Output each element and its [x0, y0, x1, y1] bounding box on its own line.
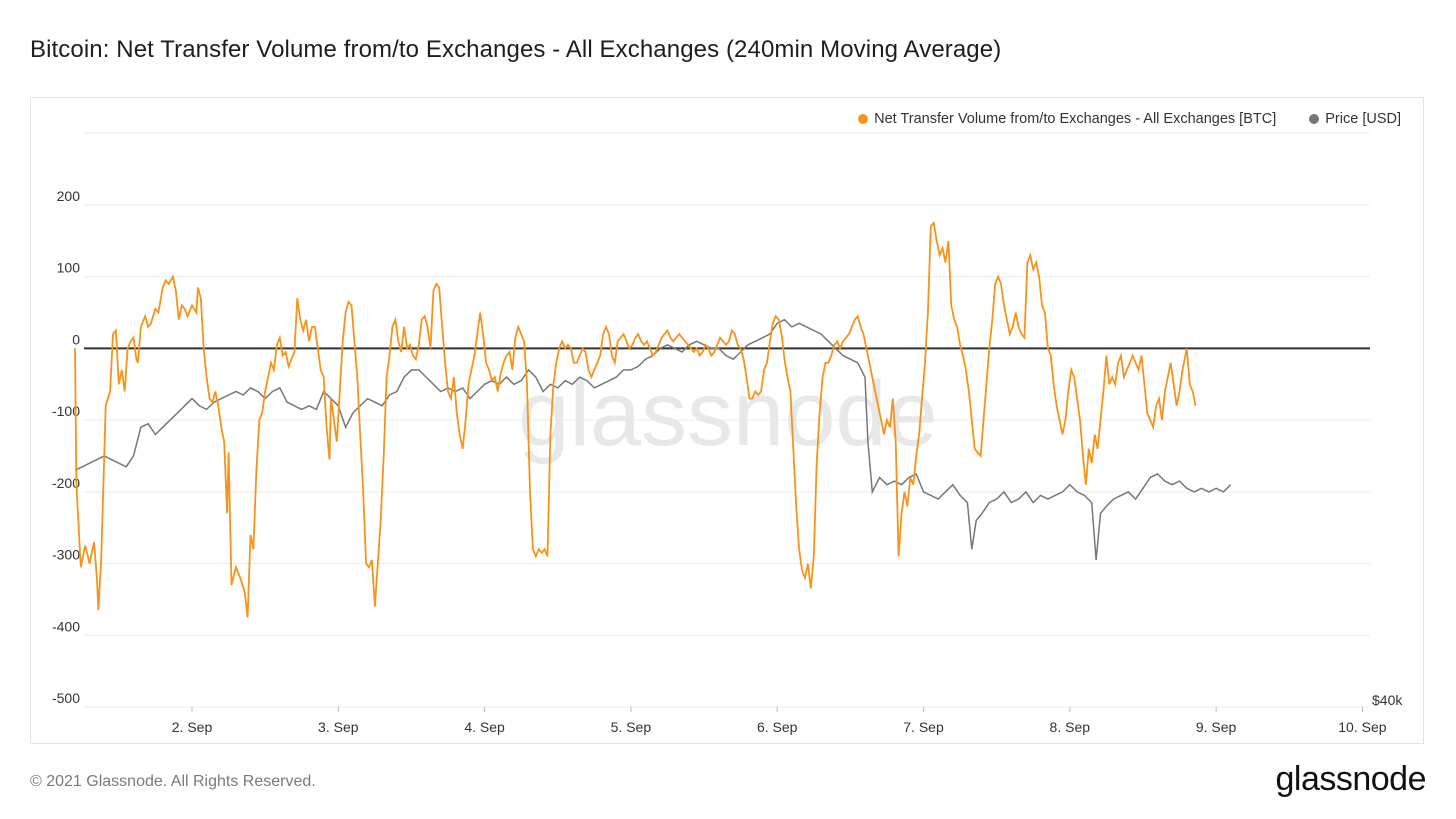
x-tick-label: 7. Sep	[903, 719, 944, 735]
y-tick-label: -100	[52, 403, 80, 419]
x-tick-label: 10. Sep	[1338, 719, 1386, 735]
x-tick-label: 5. Sep	[611, 719, 652, 735]
series-net-transfer-line	[74, 220, 1197, 618]
x-tick-label: 6. Sep	[757, 719, 798, 735]
x-tick-label: 9. Sep	[1196, 719, 1237, 735]
legend-label-net-transfer: Net Transfer Volume from/to Exchanges - …	[874, 111, 1277, 127]
legend-dot-price-icon	[1309, 114, 1320, 124]
copyright-footer: © 2021 Glassnode. All Rights Reserved.	[30, 773, 316, 790]
legend: Net Transfer Volume from/to Exchanges - …	[825, 111, 1401, 127]
y-tick-label: 0	[72, 331, 80, 347]
y-tick-label: -300	[52, 547, 80, 563]
legend-item-net-transfer[interactable]: Net Transfer Volume from/to Exchanges - …	[858, 111, 1276, 127]
chart-title: Bitcoin: Net Transfer Volume from/to Exc…	[30, 36, 1002, 63]
y-tick-label: -500	[52, 690, 80, 706]
right-axis-label: $40k	[1372, 692, 1403, 708]
y-tick-label: 100	[57, 260, 81, 276]
chart-frame	[30, 97, 1424, 744]
y-axis-labels: 200 100 0 -100 -200 -300 -400 -500	[52, 188, 80, 706]
y-tick-label: -400	[52, 618, 80, 634]
legend-item-price[interactable]: Price [USD]	[1309, 111, 1401, 127]
y-tick-label: -200	[52, 475, 80, 491]
x-tick-label: 4. Sep	[464, 719, 505, 735]
brand-logo: glassnode	[1275, 760, 1426, 798]
x-axis-labels: 2. Sep 3. Sep 4. Sep 5. Sep 6. Sep 7. Sep 8. S…	[172, 707, 1387, 735]
x-tick-label: 2. Sep	[172, 719, 213, 735]
grid-lines	[84, 132, 1370, 708]
legend-dot-net-transfer-icon	[858, 114, 869, 124]
series-price-line	[74, 318, 1232, 561]
x-tick-label: 3. Sep	[318, 719, 359, 735]
x-tick-label: 8. Sep	[1050, 719, 1091, 735]
y-tick-label: 200	[57, 188, 81, 204]
legend-label-price: Price [USD]	[1325, 111, 1401, 127]
